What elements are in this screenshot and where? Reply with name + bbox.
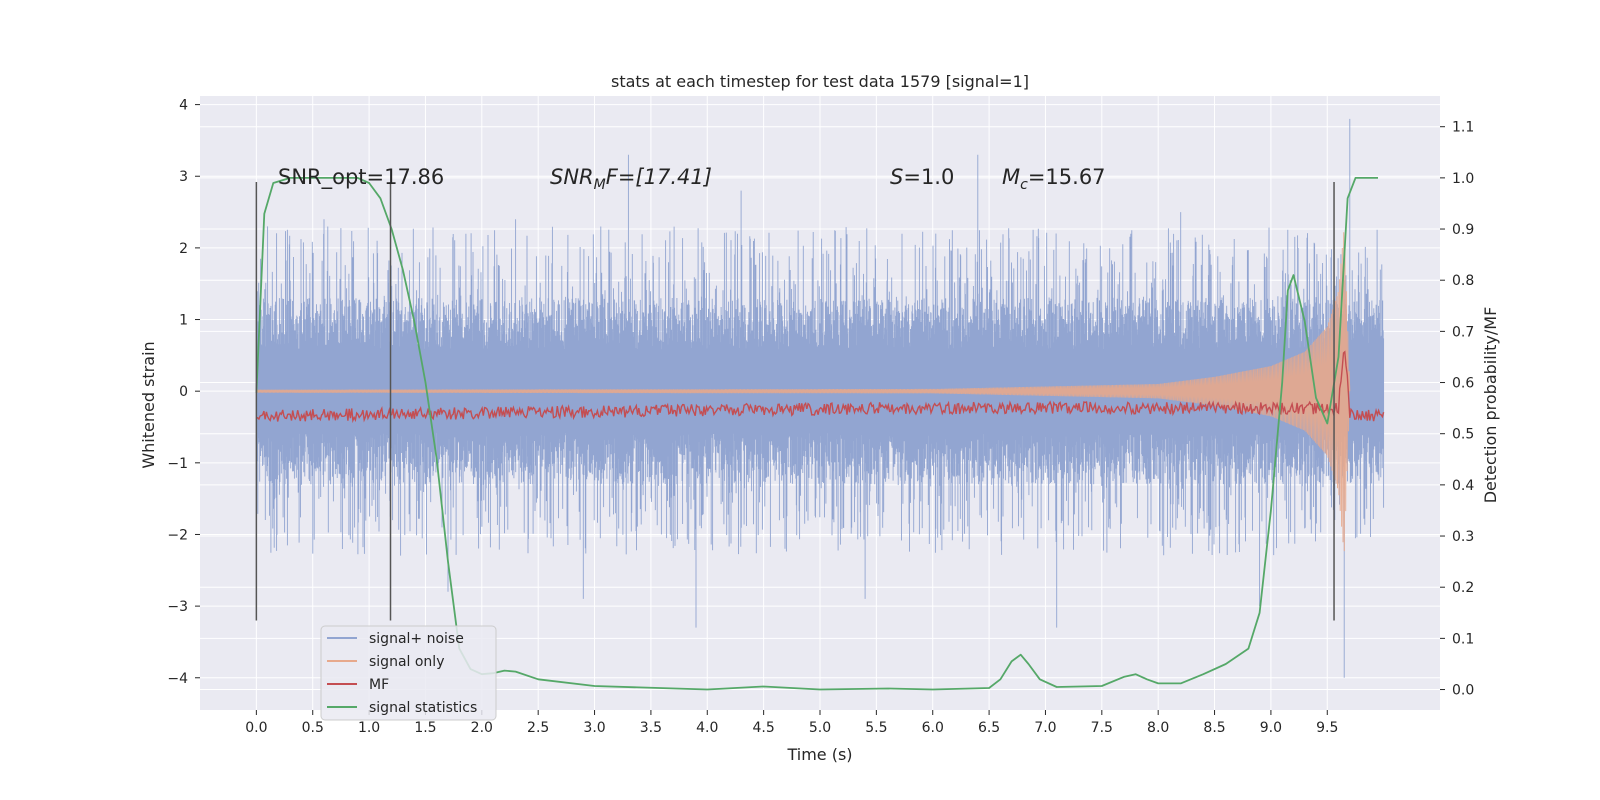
legend-label-signal-noise: signal+ noise [369, 631, 464, 647]
y-right-tick-label: 0.6 [1452, 376, 1474, 392]
series-signal-statistics [255, 177, 1378, 691]
y-tick-label: 4 [179, 98, 188, 114]
y-right-tick-label: 0.3 [1452, 529, 1474, 545]
x-tick-label: 6.5 [978, 720, 1000, 736]
y-right-tick-label: 0.5 [1452, 427, 1474, 443]
x-tick-label: 7.5 [1091, 720, 1113, 736]
y-tick-label: −1 [167, 456, 188, 472]
snr-mf-annotation: SNRMF=[17.41] [550, 165, 712, 193]
x-tick-label: 5.0 [809, 720, 831, 736]
x-tick-label: 5.5 [865, 720, 887, 736]
y-tick-label: 2 [179, 241, 188, 257]
x-tick-label: 1.5 [414, 720, 436, 736]
legend-label-mf: MF [369, 677, 389, 693]
y-right-tick-label: 1.0 [1452, 171, 1474, 187]
x-tick-label: 8.0 [1147, 720, 1169, 736]
y-tick-label: 0 [179, 384, 188, 400]
legend-label-signal-statistics: signal statistics [369, 700, 477, 716]
x-tick-label: 4.5 [753, 720, 775, 736]
axis-ticks: 0.0 0.5 1.0 1.5 2.0 2.5 3.0 3.5 4.0 4.5 5.0 5.5 6.0 6… [167, 98, 1474, 736]
y-right-tick-label: 0.4 [1452, 478, 1474, 494]
s-annotation: S=1.0 [890, 165, 954, 189]
y-axis-right-label: Detection probability/MF [1481, 307, 1500, 504]
x-tick-label: 2.0 [471, 720, 493, 736]
y-tick-label: −4 [167, 671, 188, 687]
x-tick-label: 2.5 [527, 720, 549, 736]
y-right-tick-label: 0.0 [1452, 683, 1474, 699]
y-tick-label: −2 [167, 527, 188, 543]
y-tick-label: −3 [167, 599, 188, 615]
x-axis-label: Time (s) [786, 745, 852, 764]
x-tick-label: 7.0 [1034, 720, 1056, 736]
x-tick-label: 8.5 [1203, 720, 1225, 736]
series-mf [256, 350, 1385, 424]
series-signal-only [255, 232, 1351, 552]
x-tick-label: 6.0 [922, 720, 944, 736]
snr-opt-annotation: SNR_opt=17.86 [278, 165, 444, 190]
x-tick-label: 9.0 [1260, 720, 1282, 736]
y-right-tick-label: 0.1 [1452, 631, 1474, 647]
legend-label-signal-only: signal only [369, 654, 444, 670]
y-tick-label: 3 [179, 169, 188, 185]
y-right-tick-label: 0.8 [1452, 273, 1474, 289]
x-tick-label: 1.0 [358, 720, 380, 736]
y-right-tick-label: 0.9 [1452, 222, 1474, 238]
y-right-tick-label: 0.7 [1452, 324, 1474, 340]
data-series [255, 118, 1385, 691]
vertical-markers [255, 181, 1335, 621]
y-tick-label: 1 [179, 313, 188, 329]
chart-title: stats at each timestep for test data 157… [611, 72, 1029, 91]
x-tick-label: 3.0 [583, 720, 605, 736]
x-tick-label: 9.5 [1316, 720, 1338, 736]
y-right-tick-label: 0.2 [1452, 580, 1474, 596]
mc-annotation: Mc=15.67 [1002, 165, 1106, 193]
x-tick-label: 0.0 [245, 720, 267, 736]
x-tick-label: 0.5 [302, 720, 324, 736]
y-axis-label: Whitened strain [139, 341, 158, 468]
x-tick-label: 4.0 [696, 720, 718, 736]
legend: signal+ noise signal only MF signal stat… [320, 625, 497, 721]
legend-box [320, 625, 497, 721]
y-right-tick-label: 1.1 [1452, 120, 1474, 136]
x-tick-label: 3.5 [640, 720, 662, 736]
